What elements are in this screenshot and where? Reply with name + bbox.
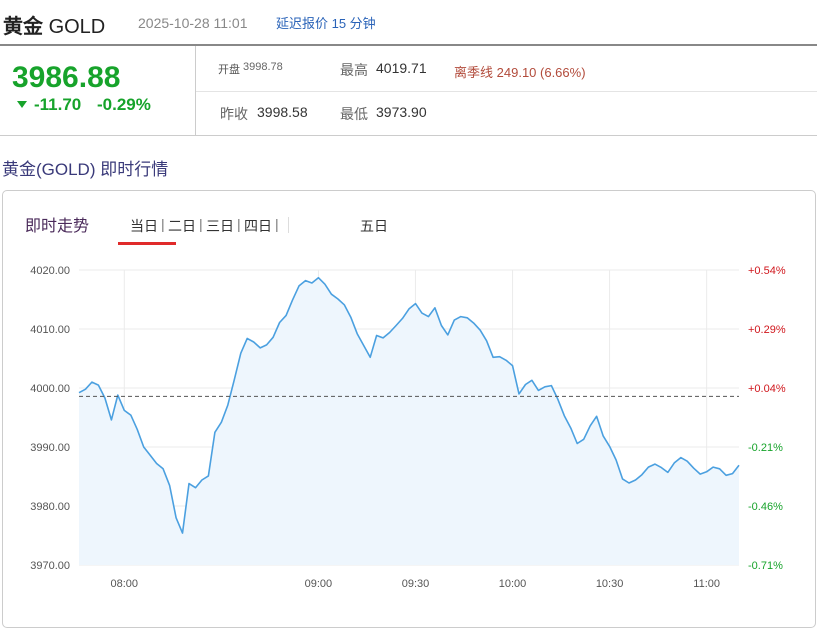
- price-change: -11.70: [34, 95, 82, 114]
- delay-note: 延迟报价 15 分钟: [276, 16, 376, 31]
- last-price: 3986.88: [12, 61, 121, 94]
- tab-separator: |: [161, 216, 165, 232]
- x-tick-label: 10:30: [596, 578, 624, 590]
- season-label: 离季线: [454, 65, 494, 80]
- down-arrow-icon: [17, 101, 27, 108]
- active-tab-indicator: [118, 242, 176, 245]
- tab-day-4[interactable]: 四日: [244, 218, 272, 234]
- tab-day-3[interactable]: 三日: [206, 218, 234, 234]
- header-bar: 黄金 GOLD 2025-10-28 11:01 延迟报价 15 分钟: [0, 0, 817, 46]
- tab-day-5[interactable]: 五日: [360, 218, 388, 234]
- open-label: 开盘: [218, 64, 240, 76]
- y2-tick-label: +0.54%: [748, 265, 786, 277]
- y-tick-label: 3990.00: [30, 442, 70, 454]
- low-value: 3973.90: [376, 104, 427, 120]
- y2-tick-label: +0.29%: [748, 324, 786, 336]
- section-title: 黄金(GOLD) 即时行情: [2, 160, 169, 179]
- y-tick-label: 4010.00: [30, 324, 70, 336]
- low-label: 最低: [340, 106, 368, 122]
- prev-close-label: 昨收: [220, 106, 248, 122]
- x-tick-label: 10:00: [499, 578, 527, 590]
- season-line: 离季线 249.10 (6.66%): [454, 62, 586, 81]
- y-tick-label: 3970.00: [30, 560, 70, 572]
- tab-day-1[interactable]: 当日: [130, 218, 158, 234]
- x-tick-label: 08:00: [111, 578, 139, 590]
- y-tick-label: 4000.00: [30, 383, 70, 395]
- tab-gap: [288, 217, 345, 233]
- open-value: 3998.78: [243, 61, 283, 73]
- series-area: [79, 277, 739, 565]
- tab-day-2[interactable]: 二日: [168, 218, 196, 234]
- series-line: [78, 276, 740, 534]
- tab-separator: |: [199, 216, 203, 232]
- y-tick-label: 3980.00: [30, 501, 70, 513]
- tab-separator: |: [275, 216, 279, 232]
- tab-separator: |: [237, 216, 241, 232]
- y2-tick-label: -0.71%: [748, 560, 783, 572]
- high-label: 最高: [340, 62, 368, 78]
- prev-close-value: 3998.58: [257, 104, 308, 120]
- price-change-pct: -0.29%: [97, 95, 151, 114]
- x-tick-label: 09:30: [402, 578, 430, 590]
- row-divider: [196, 91, 817, 92]
- x-tick-label: 09:00: [305, 578, 333, 590]
- season-value: 249.10 (6.66%): [496, 65, 586, 80]
- chart-panel-title: 即时走势: [25, 218, 90, 235]
- chart-panel: [2, 190, 816, 628]
- y2-tick-label: -0.46%: [748, 501, 783, 513]
- price-cell: 3986.88 -11.70 -0.29%: [0, 46, 196, 135]
- y-tick-label: 4020.00: [30, 265, 70, 277]
- high-value: 4019.71: [376, 60, 427, 76]
- quote-panel: 3986.88 -11.70 -0.29% 开盘 3998.78 最高 4019…: [0, 46, 817, 136]
- instrument-title: 黄金 GOLD: [3, 10, 105, 39]
- y2-tick-label: +0.04%: [748, 383, 786, 395]
- instrument-title-cn: 黄金: [3, 16, 43, 38]
- quote-timestamp: 2025-10-28 11:01: [138, 15, 248, 31]
- y2-tick-label: -0.21%: [748, 442, 783, 454]
- x-tick-label: 11:00: [693, 578, 720, 590]
- instrument-title-en: GOLD: [48, 16, 106, 38]
